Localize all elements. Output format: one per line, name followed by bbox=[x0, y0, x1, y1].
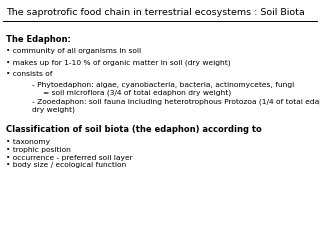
Text: • community of all organisms in soil: • community of all organisms in soil bbox=[6, 48, 141, 54]
Text: - Phytoedaphon: algae, cyanobacteria, bacteria, actinomycetes, fungi: - Phytoedaphon: algae, cyanobacteria, ba… bbox=[32, 82, 294, 88]
Text: • consists of: • consists of bbox=[6, 71, 53, 77]
Text: Classification of soil biota (the edaphon) according to: Classification of soil biota (the edapho… bbox=[6, 125, 262, 134]
Text: - Zooedaphon: soil fauna including heterotrophous Protozoa (1/4 of total edaphon: - Zooedaphon: soil fauna including heter… bbox=[32, 98, 320, 105]
Text: The saprotrofic food chain in terrestrial ecosystems : Soil Biota: The saprotrofic food chain in terrestria… bbox=[6, 8, 305, 18]
Text: • trophic position: • trophic position bbox=[6, 147, 71, 153]
Text: = soil microflora (3/4 of total edaphon dry weight): = soil microflora (3/4 of total edaphon … bbox=[43, 90, 231, 96]
Text: • makes up for 1-10 % of organic matter in soil (dry weight): • makes up for 1-10 % of organic matter … bbox=[6, 60, 231, 66]
Text: • occurrence - preferred soil layer: • occurrence - preferred soil layer bbox=[6, 155, 133, 161]
Text: • body size / ecological function: • body size / ecological function bbox=[6, 162, 127, 168]
Text: The Edaphon:: The Edaphon: bbox=[6, 35, 71, 44]
Text: dry weight): dry weight) bbox=[32, 107, 75, 113]
Text: • taxonomy: • taxonomy bbox=[6, 139, 51, 145]
